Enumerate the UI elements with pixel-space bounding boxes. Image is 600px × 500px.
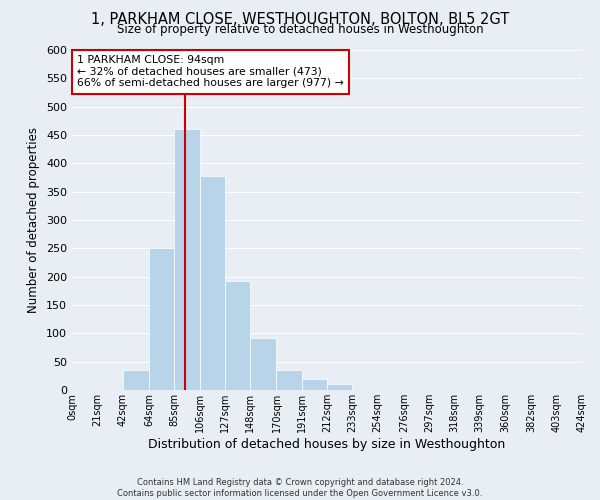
Text: 1 PARKHAM CLOSE: 94sqm
← 32% of detached houses are smaller (473)
66% of semi-de: 1 PARKHAM CLOSE: 94sqm ← 32% of detached…: [77, 55, 344, 88]
Bar: [302, 378, 327, 390]
Bar: [327, 384, 352, 390]
Y-axis label: Number of detached properties: Number of detached properties: [28, 127, 40, 313]
Bar: [225, 281, 250, 390]
Text: 1, PARKHAM CLOSE, WESTHOUGHTON, BOLTON, BL5 2GT: 1, PARKHAM CLOSE, WESTHOUGHTON, BOLTON, …: [91, 12, 509, 28]
Bar: [250, 338, 277, 390]
Bar: [277, 370, 302, 390]
Bar: [174, 130, 199, 390]
Bar: [149, 248, 174, 390]
X-axis label: Distribution of detached houses by size in Westhoughton: Distribution of detached houses by size …: [148, 438, 506, 450]
Text: Contains HM Land Registry data © Crown copyright and database right 2024.
Contai: Contains HM Land Registry data © Crown c…: [118, 478, 482, 498]
Bar: [122, 370, 149, 390]
Text: Size of property relative to detached houses in Westhoughton: Size of property relative to detached ho…: [116, 22, 484, 36]
Bar: [199, 176, 225, 390]
